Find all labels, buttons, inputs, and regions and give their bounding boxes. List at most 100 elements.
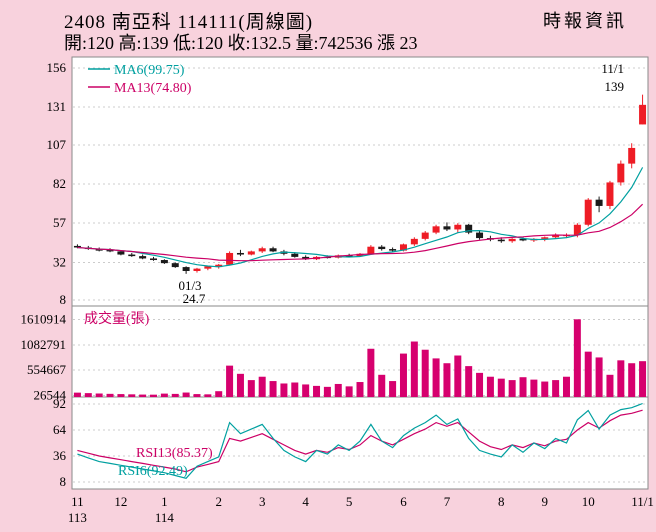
candle-body: [432, 226, 440, 233]
volume-bar: [117, 394, 125, 397]
year-tick-label: 113: [68, 510, 87, 525]
volume-bar: [628, 363, 636, 397]
candle-body: [95, 249, 103, 251]
volume-bar: [345, 386, 353, 397]
candle-body: [215, 264, 223, 268]
candle-body: [269, 248, 277, 252]
volume-bar: [182, 392, 190, 397]
volume-bar: [323, 386, 331, 397]
price-tick-label: 156: [47, 60, 67, 75]
rsi6-line: [77, 402, 643, 479]
candle-body: [476, 232, 484, 239]
candle-body: [106, 249, 114, 252]
candle-body: [410, 238, 418, 245]
volume-bar: [410, 341, 418, 397]
volume-bar: [247, 380, 255, 397]
volume-bar: [465, 366, 473, 397]
month-tick-label: 11: [71, 494, 84, 509]
volume-bar: [421, 349, 429, 397]
volume-bar: [356, 382, 364, 397]
candle-body: [117, 251, 125, 255]
chart-layers: 1561311078257328161091410827915546672654…: [21, 56, 654, 525]
volume-bar: [171, 393, 179, 397]
candle-body: [378, 246, 386, 250]
candle-body: [465, 224, 473, 233]
ma13-line: [77, 203, 644, 262]
volume-bar: [106, 393, 114, 397]
price-tick-label: 82: [53, 176, 66, 191]
ma13-legend: MA13(74.80): [114, 81, 192, 96]
volume-bar: [128, 394, 136, 397]
candle-body: [606, 182, 614, 206]
candle-body: [236, 252, 244, 255]
candle-body: [302, 256, 310, 260]
candle-body: [628, 147, 636, 164]
volume-bar: [389, 381, 397, 397]
month-tick-label: 2: [215, 494, 222, 509]
volume-bar: [367, 348, 375, 397]
candle-body: [247, 251, 255, 255]
candle-body: [519, 238, 527, 241]
volume-bar: [562, 376, 570, 397]
price-tick-label: 32: [53, 254, 66, 269]
price-tick-label: 131: [47, 99, 67, 114]
candle-body: [497, 239, 505, 242]
volume-bar: [573, 319, 581, 397]
candle-body: [584, 199, 592, 225]
low-date-annotation: 01/3: [178, 278, 201, 293]
volume-bar: [84, 393, 92, 397]
source-label: 時報資訊: [543, 11, 627, 31]
rsi-tick-label: 92: [53, 396, 66, 411]
volume-bar: [530, 379, 538, 397]
candle-body: [258, 248, 266, 252]
rsi13-line: [77, 409, 643, 473]
candle-body: [226, 252, 234, 265]
high-price-annotation: 139: [605, 79, 625, 94]
candle-body: [508, 238, 516, 242]
volume-bar: [476, 372, 484, 397]
month-tick-label: 7: [444, 494, 451, 509]
volume-bar: [606, 374, 614, 397]
month-tick-label: 11/1: [631, 494, 654, 509]
rsi-tick-label: 36: [53, 448, 67, 463]
rsi13-label: RSI13(85.37): [136, 446, 213, 461]
volume-bar: [541, 381, 549, 397]
price-tick-label: 57: [53, 215, 67, 230]
volume-tick-label: 554667: [27, 362, 67, 377]
month-tick-label: 10: [582, 494, 595, 509]
low-price-annotation: 24.7: [183, 291, 206, 306]
candle-body: [399, 244, 407, 251]
candle-body: [421, 232, 429, 239]
volume-bar: [519, 377, 527, 397]
volume-panel-label: 成交量(張): [84, 310, 150, 327]
candle-body: [367, 246, 375, 254]
month-tick-label: 6: [400, 494, 407, 509]
price-tick-label: 107: [47, 137, 67, 152]
volume-bar: [150, 394, 158, 397]
volume-bar: [432, 358, 440, 397]
month-tick-label: 4: [302, 494, 309, 509]
volume-bar: [204, 394, 212, 397]
volume-bar: [215, 391, 223, 397]
volume-bar: [291, 382, 299, 397]
volume-bar: [486, 376, 494, 397]
volume-bar: [193, 394, 201, 397]
candle-body: [193, 268, 201, 271]
volume-bar: [302, 384, 310, 397]
year-tick-label: 114: [155, 510, 175, 525]
volume-bar: [443, 363, 451, 397]
candle-body: [443, 226, 451, 230]
volume-bar: [236, 373, 244, 397]
volume-bar: [508, 380, 516, 397]
volume-bar: [269, 381, 277, 397]
volume-bar: [160, 393, 168, 397]
volume-tick-label: 1610914: [21, 311, 67, 326]
candle-body: [345, 255, 353, 257]
ma6-line: [77, 167, 644, 268]
volume-bar: [399, 353, 407, 397]
month-tick-label: 5: [346, 494, 353, 509]
ma6-legend: MA6(99.75): [114, 63, 185, 78]
volume-bar: [95, 393, 103, 397]
month-tick-label: 8: [498, 494, 505, 509]
